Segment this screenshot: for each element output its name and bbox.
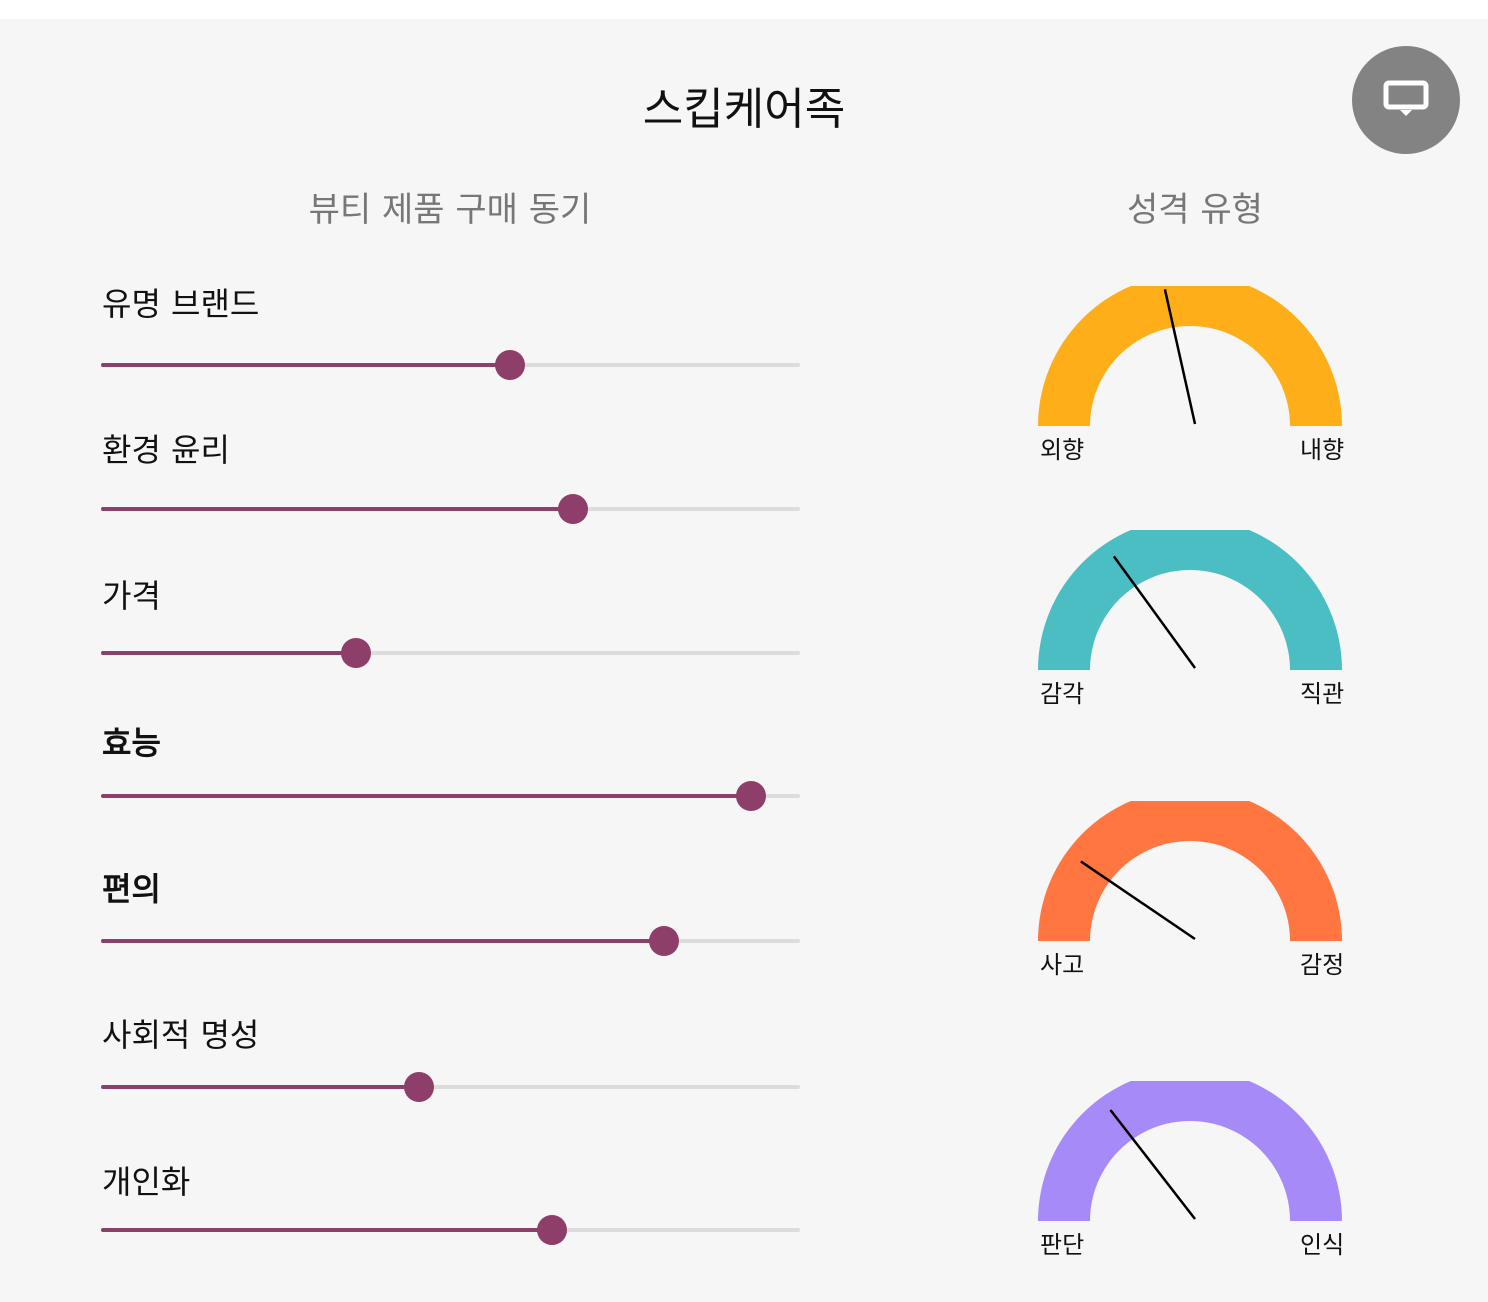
gauge-needle xyxy=(1109,1109,1196,1220)
slider-fill xyxy=(101,1228,552,1232)
gauge-right-label: 직관 xyxy=(1300,680,1345,708)
slider-track[interactable] xyxy=(101,1085,800,1089)
slider-label: 사회적 명성 xyxy=(102,1016,260,1054)
gauge-left-label: 판단 xyxy=(1040,1231,1085,1259)
gauge-arc xyxy=(1038,286,1342,426)
slider-fill xyxy=(101,794,752,798)
slider-thumb[interactable] xyxy=(557,494,588,524)
slider-track[interactable] xyxy=(101,651,800,655)
slider-label: 환경 윤리 xyxy=(102,431,230,469)
slider-label: 효능 xyxy=(102,724,161,762)
gauge-right-label: 감정 xyxy=(1300,951,1345,979)
slider-thumb[interactable] xyxy=(736,781,767,811)
gauge-needle xyxy=(1112,555,1197,669)
slider-fill xyxy=(101,507,573,511)
motives-section-title: 뷰티 제품 구매 동기 xyxy=(308,190,592,230)
slider-label: 개인화 xyxy=(102,1163,191,1201)
slider-thumb[interactable] xyxy=(341,638,372,668)
gauge-left-label: 감각 xyxy=(1040,680,1085,708)
slider-thumb[interactable] xyxy=(404,1072,435,1102)
slider-thumb[interactable] xyxy=(536,1215,567,1245)
gauge-arc xyxy=(1038,530,1342,670)
gauge-dial xyxy=(1038,286,1342,426)
slider-fill xyxy=(101,651,357,655)
gauge-right-label: 내향 xyxy=(1300,436,1345,464)
gauge-needle xyxy=(1163,289,1197,425)
personality-section-title: 성격 유형 xyxy=(1127,190,1263,230)
slider-label: 편의 xyxy=(102,870,161,908)
slider-thumb[interactable] xyxy=(494,350,525,380)
monitor-icon xyxy=(1383,80,1429,116)
slider-label: 유명 브랜드 xyxy=(102,285,260,323)
slider-fill xyxy=(101,363,510,367)
gauge-dial xyxy=(1038,1081,1342,1221)
gauge-dial xyxy=(1038,530,1342,670)
gauge-left-label: 사고 xyxy=(1040,951,1085,979)
slider-label: 가격 xyxy=(102,577,161,615)
page-title: 스킵케어족 xyxy=(642,84,846,135)
slider-fill xyxy=(101,1085,420,1089)
gauge-right-label: 인식 xyxy=(1300,1231,1345,1259)
gauge-arc xyxy=(1038,1081,1342,1221)
gauge-left-label: 외향 xyxy=(1040,436,1085,464)
slider-fill xyxy=(101,939,664,943)
gauge-arc xyxy=(1038,801,1342,941)
slider-thumb[interactable] xyxy=(648,926,679,956)
gauge-dial xyxy=(1038,801,1342,941)
screen-mode-button[interactable] xyxy=(1352,46,1460,154)
gauge-needle xyxy=(1080,860,1196,941)
